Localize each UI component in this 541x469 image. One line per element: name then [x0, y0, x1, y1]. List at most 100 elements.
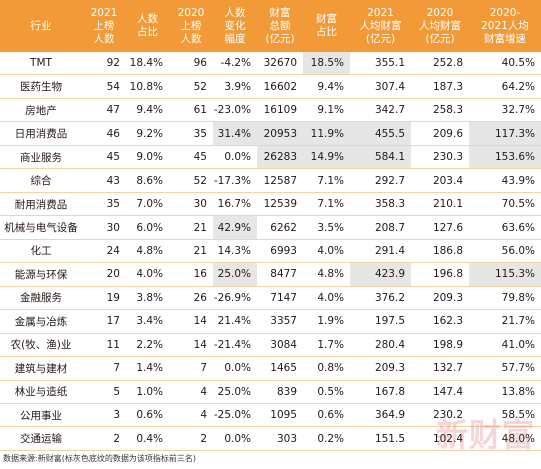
data-cell: -21.4% [213, 333, 257, 358]
table-row: 医药生物 54 10.8% 52 3.9% 16602 9.4% 307.4 187.3 64.2… [0, 74, 541, 99]
industry-name-cell: 公用事业 [0, 403, 82, 428]
data-cell: 17 [82, 309, 126, 334]
industry-name-cell: 交通运输 [0, 426, 82, 451]
data-cell: 20953 [257, 121, 303, 146]
data-cell: 2.2% [126, 333, 169, 358]
data-cell: 3.9% [213, 74, 257, 99]
data-cell: 5 [82, 380, 126, 405]
data-cell: 203.4 [411, 168, 469, 193]
data-cell: 4.0% [126, 262, 169, 287]
data-cell: 79.8% [469, 286, 541, 311]
data-cell: -4.2% [213, 52, 257, 76]
data-cell: 96 [169, 52, 213, 76]
table-row: 耐用消费品 35 7.0% 30 16.7% 12539 7.1% 358.3 210.1 70.… [0, 192, 541, 217]
industry-name-cell: 机械与电气设备 [0, 215, 82, 240]
data-cell: 42.9% [213, 215, 257, 240]
data-cell: 61 [169, 98, 213, 123]
data-cell: -25.0% [213, 403, 257, 428]
column-header: 2020 上榜 人数 [169, 0, 213, 52]
data-cell: 7147 [257, 286, 303, 311]
table-row: 公用事业 3 0.6% 4 -25.0% 1095 0.6% 364.9 230.2 58.5% [0, 403, 541, 428]
data-cell: 35 [82, 192, 126, 217]
data-cell: 8477 [257, 262, 303, 287]
data-cell: 423.9 [350, 262, 411, 287]
data-cell: 1465 [257, 356, 303, 381]
data-cell: 31.4% [213, 121, 257, 146]
data-cell: 7.1% [303, 192, 350, 217]
data-cell: 14.9% [303, 145, 350, 170]
data-cell: 12539 [257, 192, 303, 217]
data-cell: 0.5% [303, 380, 350, 405]
column-header: 财富 总额 (亿元) [257, 0, 303, 52]
table-row: TMT 92 18.4% 96 -4.2% 32670 18.5% 355.1 252.8 40.… [0, 52, 541, 76]
data-cell: 342.7 [350, 98, 411, 123]
column-header: 财富 占比 [303, 0, 350, 52]
column-header: 行业 [0, 0, 82, 52]
column-header: 人数 变化 幅度 [213, 0, 257, 52]
data-cell: 198.9 [411, 333, 469, 358]
table-header-row: 行业 2021 上榜 人数 人数 占比 2020 上榜 人数 人数 变化 幅度 财富 总额 (亿元) 财富 占比… [0, 0, 541, 52]
data-cell: 4.0% [303, 239, 350, 264]
data-cell: 2 [169, 426, 213, 451]
data-cell: 584.1 [350, 145, 411, 170]
data-cell: 153.6% [469, 145, 541, 170]
table-row: 金属与冶炼 17 3.4% 14 21.4% 3357 1.9% 197.5 162.3 21.7… [0, 309, 541, 334]
data-cell: 127.6 [411, 215, 469, 240]
data-cell: 48.0% [469, 426, 541, 451]
data-cell: 40.5% [469, 52, 541, 76]
industry-name-cell: 农(牧、渔)业 [0, 333, 82, 358]
data-cell: 3.4% [126, 309, 169, 334]
data-cell: 70.5% [469, 192, 541, 217]
data-cell: -26.9% [213, 286, 257, 311]
data-cell: 16.7% [213, 192, 257, 217]
table-row: 林业与造纸 5 1.0% 4 25.0% 839 0.5% 167.8 147.4 13.8% [0, 380, 541, 405]
table-row: 农(牧、渔)业 11 2.2% 14 -21.4% 3084 1.7% 280.4 198.9 4… [0, 333, 541, 358]
data-cell: 6.0% [126, 215, 169, 240]
data-cell: 230.2 [411, 403, 469, 428]
data-cell: 25.0% [213, 380, 257, 405]
data-cell: 9.2% [126, 121, 169, 146]
table-body: TMT 92 18.4% 96 -4.2% 32670 18.5% 355.1 252.8 40.… [0, 52, 541, 451]
data-cell: 30 [169, 192, 213, 217]
data-cell: 24 [82, 239, 126, 264]
data-cell: 2 [82, 426, 126, 451]
data-cell: 20 [82, 262, 126, 287]
data-cell: 18.5% [303, 52, 350, 76]
data-cell: 41.0% [469, 333, 541, 358]
data-cell: 364.9 [350, 403, 411, 428]
data-cell: 115.3% [469, 262, 541, 287]
industry-name-cell: 金融服务 [0, 286, 82, 311]
column-header: 2020- 2021人均 财富增速 [469, 0, 541, 52]
data-cell: 30 [82, 215, 126, 240]
data-cell: 45 [82, 145, 126, 170]
data-cell: 132.7 [411, 356, 469, 381]
data-cell: 13.8% [469, 380, 541, 405]
table-row: 化工 24 4.8% 21 14.3% 6993 4.0% 291.4 186.8 56.0% [0, 239, 541, 264]
data-cell: -17.3% [213, 168, 257, 193]
data-cell: 258.3 [411, 98, 469, 123]
column-header: 人数 占比 [126, 0, 169, 52]
data-cell: 0.6% [303, 403, 350, 428]
data-cell: 16109 [257, 98, 303, 123]
data-cell: 12587 [257, 168, 303, 193]
data-cell: 252.8 [411, 52, 469, 76]
industry-name-cell: 综合 [0, 168, 82, 193]
data-cell: 162.3 [411, 309, 469, 334]
data-cell: 0.4% [126, 426, 169, 451]
data-cell: 14 [169, 309, 213, 334]
data-cell: 187.3 [411, 74, 469, 99]
data-cell: 35 [169, 121, 213, 146]
data-cell: -23.0% [213, 98, 257, 123]
data-cell: 167.8 [350, 380, 411, 405]
data-cell: 7.1% [303, 168, 350, 193]
data-cell: 3084 [257, 333, 303, 358]
data-cell: 0.0% [213, 426, 257, 451]
data-cell: 9.0% [126, 145, 169, 170]
table-row: 建筑与建材 7 1.4% 7 0.0% 1465 0.8% 209.3 132.7 57.7% [0, 356, 541, 381]
column-header: 2021 上榜 人数 [82, 0, 126, 52]
data-cell: 32670 [257, 52, 303, 76]
data-cell: 197.5 [350, 309, 411, 334]
data-cell: 57.7% [469, 356, 541, 381]
data-cell: 16602 [257, 74, 303, 99]
industry-name-cell: 建筑与建材 [0, 356, 82, 381]
